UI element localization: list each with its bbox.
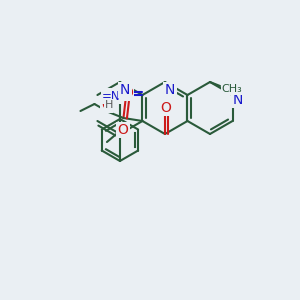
Text: O: O: [122, 86, 133, 100]
Text: O: O: [160, 101, 171, 115]
Text: N: N: [165, 83, 175, 97]
Text: N: N: [232, 93, 243, 107]
Text: O: O: [118, 123, 128, 137]
Text: N: N: [120, 83, 130, 97]
Text: =N: =N: [102, 89, 121, 103]
Text: O: O: [101, 98, 112, 112]
Text: H: H: [105, 100, 114, 110]
Text: CH₃: CH₃: [222, 84, 242, 94]
